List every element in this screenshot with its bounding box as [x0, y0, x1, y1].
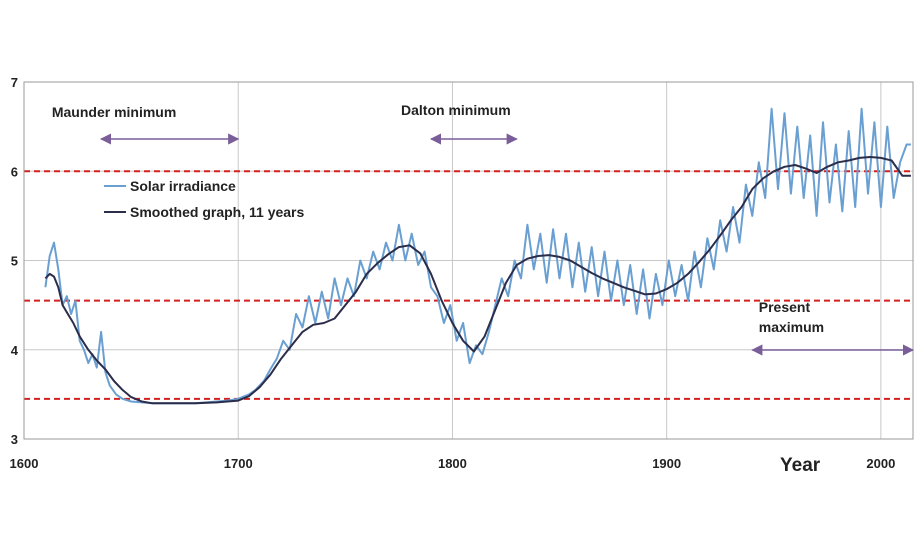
x-axis-title: Year: [780, 455, 821, 476]
y-tick-label-6: 6: [11, 164, 18, 179]
solar-irradiance-line: [44, 107, 911, 405]
series: [44, 107, 911, 405]
dalton-minimum-label: Dalton minimum: [401, 102, 511, 118]
legend-label-solar-irradiance: Solar irradiance: [130, 178, 236, 194]
x-tick-label-1600: 1600: [10, 456, 39, 471]
y-tick-label-3: 3: [11, 432, 18, 447]
x-tick-label-1900: 1900: [652, 456, 681, 471]
legend-label-smoothed: Smoothed graph, 11 years: [130, 204, 304, 220]
reference-lines: [24, 170, 913, 400]
present-maximum-label-1: Present: [759, 299, 811, 315]
x-tick-label-1700: 1700: [224, 456, 253, 471]
x-tick-label-1800: 1800: [438, 456, 467, 471]
smoothed-11yr-line: [44, 156, 911, 405]
plot-frame: [23, 81, 914, 440]
present-maximum-label-2: maximum: [759, 319, 824, 335]
y-tick-label-4: 4: [11, 343, 19, 358]
y-tick-label-5: 5: [11, 254, 18, 269]
annotations: Maunder minimum Dalton minimum Present maxi…: [52, 102, 915, 356]
x-tick-label-2000: 2000: [866, 456, 895, 471]
y-tick-label-7: 7: [11, 75, 18, 90]
legend: Solar irradiance Smoothed graph, 11 year…: [104, 178, 304, 220]
maunder-minimum-label: Maunder minimum: [52, 104, 176, 120]
grid: [23, 81, 913, 440]
axes: 1600 1700 1800 1900 2000 3 4 5 6 7: [10, 75, 914, 471]
